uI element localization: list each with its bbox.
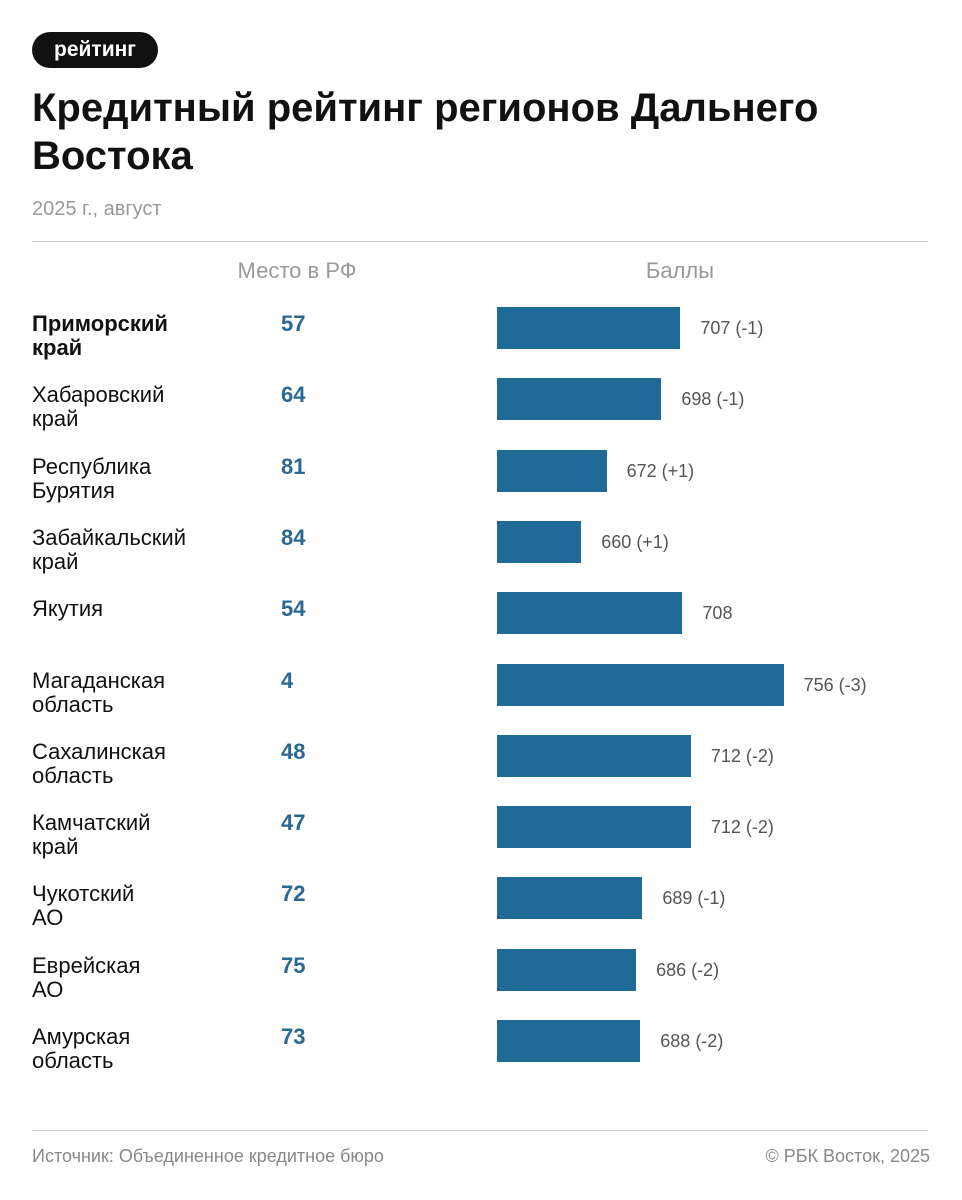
bar xyxy=(497,307,681,349)
rank-header: Место в РФ xyxy=(237,258,357,283)
rank: 64 xyxy=(281,382,306,408)
rank: 84 xyxy=(281,524,306,550)
region-name: Магаданская область xyxy=(32,667,166,717)
rank: 81 xyxy=(281,453,306,479)
chart-title: Кредитный рейтинг регионов Дальнего Вост… xyxy=(32,86,819,178)
value-label: 712 (-2) xyxy=(710,817,774,838)
value-label: 660 (+1) xyxy=(601,531,669,552)
bar xyxy=(497,378,662,421)
region-name: Приморский край xyxy=(32,311,168,360)
value-label: 689 (-1) xyxy=(662,888,726,909)
bar xyxy=(497,734,691,777)
region-name: Еврейская АО xyxy=(32,952,141,1002)
value-label: 672 (+1) xyxy=(626,460,695,481)
value-label: 712 (-2) xyxy=(710,745,774,766)
rank: 75 xyxy=(281,952,306,978)
region-name: Сахалинская область xyxy=(32,738,166,788)
value-label: 708 xyxy=(702,603,733,624)
source: Источник: Объединенное кредитное бюро xyxy=(32,1146,384,1166)
region-name: Камчатский край xyxy=(32,810,151,860)
value-label: 756 (-3) xyxy=(803,674,867,695)
subtitle: 2025 г., август xyxy=(32,198,162,220)
bar xyxy=(497,948,637,991)
region-name: Республика Бурятия xyxy=(32,453,152,503)
value-header: Баллы xyxy=(645,258,715,283)
value-label: 688 (-2) xyxy=(660,1031,724,1051)
region-name: Амурская область xyxy=(32,1024,131,1073)
bar xyxy=(497,877,643,920)
bar xyxy=(497,449,607,492)
copyright: © РБК Восток, 2025 xyxy=(765,1146,930,1166)
value-label: 707 (-1) xyxy=(700,318,764,338)
bar xyxy=(497,520,582,563)
rank: 4 xyxy=(281,667,294,693)
bar xyxy=(497,1020,641,1062)
rank: 72 xyxy=(281,881,306,907)
rank: 47 xyxy=(281,810,306,836)
region-name: Якутия xyxy=(32,596,104,622)
value-label: 686 (-2) xyxy=(656,959,720,980)
value-label: 698 (-1) xyxy=(681,389,745,410)
bar xyxy=(497,806,691,849)
region-name: Хабаровский край xyxy=(32,382,165,432)
bar xyxy=(497,592,683,635)
region-name: Чукотский АО xyxy=(32,881,135,931)
rank: 73 xyxy=(281,1024,306,1049)
rank: 54 xyxy=(281,596,306,622)
divider xyxy=(32,1130,928,1131)
rank: 57 xyxy=(281,311,306,336)
bar xyxy=(497,663,784,706)
divider xyxy=(32,241,928,242)
rank: 48 xyxy=(281,738,306,764)
region-name: Забайкальский край xyxy=(32,524,186,574)
tag: рейтинг xyxy=(32,32,159,68)
